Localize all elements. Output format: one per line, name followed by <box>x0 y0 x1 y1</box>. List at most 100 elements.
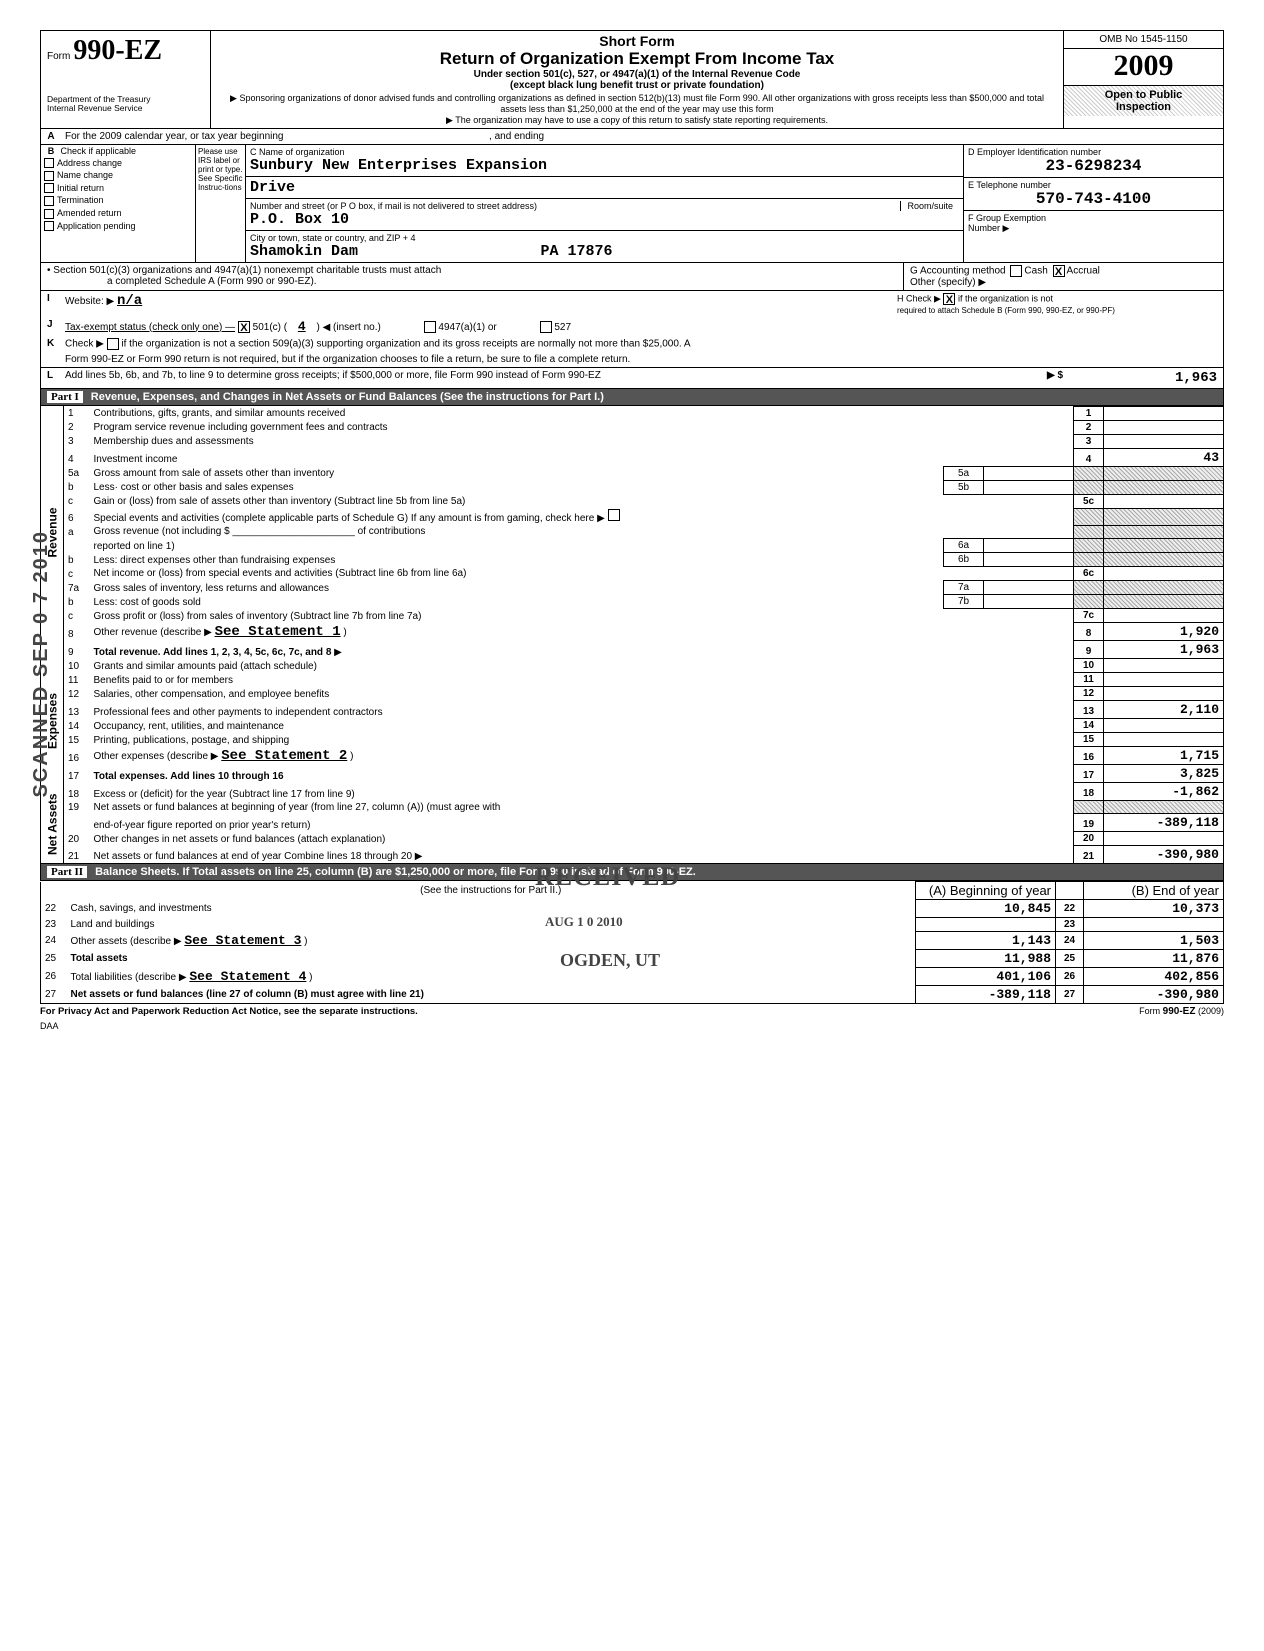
line17-num: 17 <box>64 765 90 783</box>
bal22-desc: Cash, savings, and investments <box>71 903 212 914</box>
line8-stmt: See Statement 1 <box>215 624 341 640</box>
line10-amt <box>1104 659 1224 673</box>
line1-box: 1 <box>1074 406 1104 420</box>
line3-desc: Membership dues and assessments <box>94 436 254 447</box>
netassets-sidelabel: Net Assets <box>41 783 64 864</box>
line5b-sub: 5b <box>944 480 984 494</box>
dept-irs: Internal Revenue Service <box>47 104 204 113</box>
line11-desc: Benefits paid to or for members <box>94 675 234 686</box>
line14-desc: Occupancy, rent, utilities, and maintena… <box>94 721 284 732</box>
checkbox-pending[interactable] <box>44 221 54 231</box>
bal25-b: 11,876 <box>1084 950 1224 968</box>
phone-value: 570-743-4100 <box>968 190 1219 208</box>
line15-num: 15 <box>64 733 90 747</box>
line1-num: 1 <box>64 406 90 420</box>
bal24-b: 1,503 <box>1084 932 1224 950</box>
line17-amt: 3,825 <box>1104 765 1224 783</box>
checkbox-initial-return[interactable] <box>44 183 54 193</box>
city-label: City or town, state or country, and ZIP … <box>250 233 416 243</box>
checkbox-gaming[interactable] <box>608 509 620 521</box>
f-label: F Group Exemption <box>968 213 1046 223</box>
checkbox-name-change[interactable] <box>44 171 54 181</box>
line-l-arrow: ▶ $ <box>1047 370 1087 386</box>
rows-ijkh: I Website: ▶ n/a H Check ▶ X if the orga… <box>40 291 1224 368</box>
checkbox-527[interactable] <box>540 321 552 333</box>
may-use-note: ▶ The organization may have to use a cop… <box>217 115 1057 126</box>
line19b-num <box>64 814 90 832</box>
label-b: B <box>44 146 58 156</box>
label-l: L <box>47 370 65 386</box>
label-i: I <box>47 293 65 315</box>
bal24-stmt: See Statement 3 <box>184 933 301 948</box>
checkbox-accrual[interactable]: X <box>1053 265 1065 277</box>
line3-num: 3 <box>64 434 90 448</box>
checkbox-amended[interactable] <box>44 209 54 219</box>
b-item-initial: Initial return <box>57 183 104 193</box>
line7c-box: 7c <box>1074 609 1104 623</box>
street-value: P.O. Box 10 <box>250 211 349 228</box>
line16-box: 16 <box>1074 747 1104 765</box>
part2-title: Balance Sheets. If Total assets on line … <box>95 866 1217 878</box>
line7b-box <box>1074 595 1104 609</box>
j-after: ) ◀ (insert no.) <box>316 322 380 333</box>
form-number: 990-EZ <box>73 35 162 66</box>
line-l-text: Add lines 5b, 6b, and 7b, to line 9 to d… <box>65 370 1047 386</box>
line6c-num: c <box>64 567 90 581</box>
line21-amt: -390,980 <box>1104 846 1224 864</box>
line19-num: 19 <box>64 801 90 814</box>
tax-year: 2009 <box>1064 49 1223 86</box>
line6-num: 6 <box>64 508 90 525</box>
line21-num: 21 <box>64 846 90 864</box>
b-item-address: Address change <box>57 158 122 168</box>
bal23-b <box>1084 918 1224 932</box>
bal27-b: -390,980 <box>1084 986 1224 1004</box>
checkbox-address-change[interactable] <box>44 158 54 168</box>
bal23-a <box>916 918 1056 932</box>
e-label: E Telephone number <box>968 180 1051 190</box>
line20-desc: Other changes in net assets or fund bala… <box>94 834 386 845</box>
line11-num: 11 <box>64 673 90 687</box>
colA-header: (A) Beginning of year <box>916 882 1056 900</box>
b-item-termination: Termination <box>57 195 104 205</box>
label-k: K <box>47 338 65 350</box>
header-left: Form 990-EZ Department of the Treasury I… <box>41 31 211 128</box>
under-section: Under section 501(c), 527, or 4947(a)(1)… <box>217 69 1057 80</box>
f-label2: Number ▶ <box>968 223 1009 233</box>
bal27-a: -389,118 <box>916 986 1056 1004</box>
bal22-box: 22 <box>1056 900 1084 918</box>
line19b-amt: -389,118 <box>1104 814 1224 832</box>
checkbox-k[interactable] <box>107 338 119 350</box>
line1-desc: Contributions, gifts, grants, and simila… <box>94 408 346 419</box>
line13-box: 13 <box>1074 701 1104 719</box>
line4-amt: 43 <box>1104 448 1224 466</box>
line4-desc: Investment income <box>94 454 178 465</box>
ein-value: 23-6298234 <box>968 157 1219 175</box>
line5c-box: 5c <box>1074 494 1104 508</box>
checkbox-termination[interactable] <box>44 196 54 206</box>
line18-amt: -1,862 <box>1104 783 1224 801</box>
line16-num: 16 <box>64 747 90 765</box>
line5b-box <box>1074 480 1104 494</box>
bal26-desc: Total liabilities (describe ▶ <box>71 972 187 983</box>
line13-amt: 2,110 <box>1104 701 1224 719</box>
checkbox-501c[interactable]: X <box>238 321 250 333</box>
checkbox-h[interactable]: X <box>943 293 955 305</box>
checkbox-cash[interactable] <box>1010 265 1022 277</box>
part1-table: Revenue 1Contributions, gifts, grants, a… <box>40 406 1224 865</box>
line11-amt <box>1104 673 1224 687</box>
bal24-a: 1,143 <box>916 932 1056 950</box>
line6a2-box <box>1074 539 1104 553</box>
line20-box: 20 <box>1074 832 1104 846</box>
bal27-box: 27 <box>1056 986 1084 1004</box>
line7c-amt <box>1104 609 1224 623</box>
line7b-desc: Less: cost of goods sold <box>94 597 201 608</box>
checkbox-4947[interactable] <box>424 321 436 333</box>
line16-stmt: See Statement 2 <box>221 748 347 764</box>
bal24-num: 24 <box>41 932 67 950</box>
bal25-num: 25 <box>41 950 67 968</box>
section-def: D Employer Identification number 23-6298… <box>963 145 1223 262</box>
line7c-desc: Gross profit or (loss) from sales of inv… <box>94 611 422 622</box>
header-right: OMB No 1545-1150 2009 Open to Public Ins… <box>1063 31 1223 128</box>
line3-box: 3 <box>1074 434 1104 448</box>
line9-num: 9 <box>64 641 90 659</box>
